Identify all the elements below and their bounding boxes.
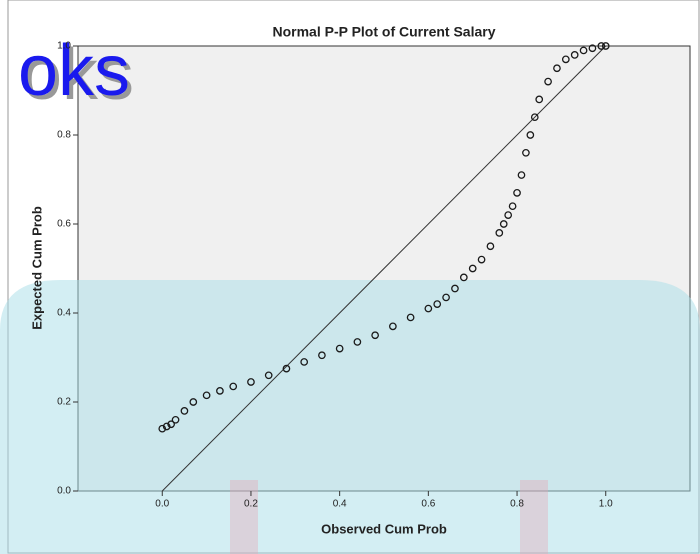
- y-tick-label: 0.0: [57, 486, 71, 497]
- point: [335, 344, 344, 353]
- point: [468, 264, 477, 273]
- y-tick-label: 0.8: [57, 130, 71, 141]
- point: [451, 284, 459, 293]
- point: [588, 44, 597, 53]
- point: [486, 242, 495, 251]
- watermark-shape: [0, 280, 700, 554]
- watermark-shadow: oks: [22, 35, 134, 115]
- point: [424, 304, 433, 313]
- point: [495, 229, 504, 237]
- y-tick-label: 0.4: [57, 308, 71, 319]
- point: [406, 313, 415, 322]
- point: [167, 420, 175, 429]
- x-tick-label: 1.0: [599, 499, 613, 510]
- point: [229, 382, 238, 391]
- point: [508, 202, 517, 211]
- watermark-shape: [230, 480, 258, 554]
- watermark-shape: [520, 480, 548, 554]
- point: [553, 64, 561, 73]
- x-tick-label: 0.4: [333, 499, 347, 510]
- watermark: oks: [18, 31, 130, 111]
- point: [264, 371, 273, 380]
- point: [526, 131, 535, 139]
- point: [318, 351, 326, 360]
- x-tick-label: 0.2: [244, 499, 258, 510]
- point: [171, 415, 180, 424]
- point: [353, 338, 362, 346]
- point: [522, 148, 530, 157]
- point: [544, 77, 552, 86]
- x-axis-label: Observed Cum Prob: [321, 521, 447, 536]
- point: [180, 407, 189, 415]
- point: [371, 331, 379, 340]
- point: [499, 220, 508, 228]
- point: [216, 387, 224, 395]
- point: [601, 42, 610, 50]
- x-tick-label: 0.8: [510, 499, 524, 510]
- point: [459, 273, 468, 282]
- point: [535, 95, 544, 104]
- point: [597, 42, 606, 50]
- point: [282, 364, 291, 373]
- chart-title: Normal P-P Plot of Current Salary: [272, 24, 495, 40]
- y-tick-label: 0.6: [57, 219, 71, 230]
- point: [513, 189, 521, 197]
- point: [504, 211, 513, 219]
- y-axis-label: Expected Cum Prob: [29, 206, 44, 330]
- point: [189, 398, 198, 406]
- point: [561, 55, 570, 64]
- point: [162, 422, 171, 431]
- point: [158, 424, 167, 433]
- point: [442, 293, 450, 302]
- y-tick-label: 1.0: [57, 41, 71, 52]
- reference-line: [161, 45, 607, 492]
- point: [389, 322, 397, 331]
- point: [202, 391, 211, 400]
- x-tick-label: 0.0: [155, 499, 169, 510]
- point: [247, 378, 255, 386]
- point: [477, 255, 486, 264]
- point: [300, 358, 309, 366]
- y-tick-label: 0.2: [57, 397, 71, 408]
- x-tick-label: 0.6: [421, 499, 435, 510]
- point: [570, 51, 579, 59]
- point: [517, 171, 526, 179]
- point: [530, 113, 539, 122]
- point: [433, 300, 442, 308]
- point: [579, 46, 588, 55]
